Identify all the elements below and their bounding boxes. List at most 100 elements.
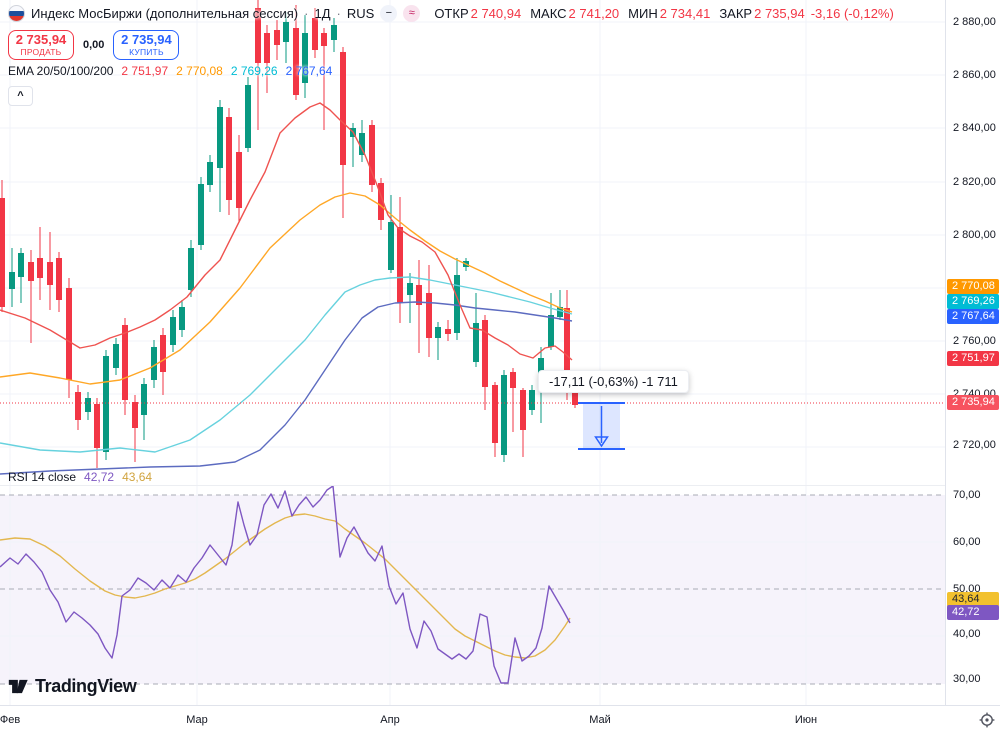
- candle-body: [454, 275, 460, 333]
- candle-body: [378, 183, 384, 220]
- ohlc-item: МИН 2 734,41: [628, 6, 710, 21]
- candle-body: [0, 198, 5, 307]
- ema-legend-title: EMA 20/50/100/200: [8, 64, 114, 78]
- candle-body: [564, 308, 570, 380]
- candle-body: [435, 327, 441, 338]
- candle-body: [321, 33, 327, 46]
- candle-body: [66, 288, 72, 380]
- candle-body: [548, 315, 554, 347]
- candle-body: [132, 402, 138, 428]
- time-axis[interactable]: Фев Мар Апр Май Июн: [0, 705, 1000, 734]
- measure-tooltip: -17,11 (-0,63%) -1 711: [538, 370, 689, 393]
- candle-body: [397, 227, 403, 303]
- title-separator: ·: [304, 6, 309, 21]
- price-tick: 2 860,00: [953, 69, 996, 81]
- candle-body: [501, 375, 507, 455]
- price-axis[interactable]: 2 880,00 2 860,00 2 840,00 2 820,00 2 800,00…: [945, 0, 1000, 705]
- ema-legend-value: 2 751,97: [121, 64, 169, 78]
- candle-body: [188, 248, 194, 290]
- candle-body: [28, 262, 34, 281]
- price-tick: 2 840,00: [953, 122, 996, 134]
- symbol-title[interactable]: Индекс МосБиржи (дополнительная сессия): [31, 6, 299, 21]
- rsi-legend[interactable]: RSI 14 close 42,72 43,64: [8, 470, 152, 484]
- candle-body: [56, 258, 62, 300]
- price-tick: 40,00: [953, 628, 981, 640]
- interval-button[interactable]: 1Д: [314, 6, 331, 21]
- buy-label: КУПИТЬ: [129, 47, 164, 57]
- candle-body: [207, 162, 213, 185]
- month-label: Фев: [0, 714, 21, 726]
- candle-body: [283, 22, 289, 42]
- minus-circle-button[interactable]: −: [380, 5, 398, 22]
- rsi-pane[interactable]: [0, 485, 945, 705]
- candle-body: [473, 323, 479, 362]
- sell-label: ПРОДАТЬ: [20, 47, 62, 57]
- candle-body: [103, 356, 109, 452]
- candle-body: [369, 125, 375, 185]
- month-label: Мар: [186, 714, 208, 726]
- candle-body: [426, 293, 432, 338]
- candle-body: [198, 184, 204, 245]
- candle-body: [274, 30, 280, 45]
- rsi-ma-line: [0, 513, 571, 659]
- candle-body: [94, 404, 100, 448]
- candle-body: [18, 253, 24, 277]
- sell-price: 2 735,94: [15, 32, 67, 47]
- candle-body: [122, 325, 128, 400]
- ema-legend-value: 2 769,26: [230, 64, 278, 78]
- candle-body: [245, 85, 251, 148]
- rsi-line: [0, 485, 571, 684]
- ema100-line: [0, 276, 573, 453]
- month-label: Май: [589, 714, 611, 726]
- rsi-legend-value: 42,72: [84, 470, 115, 484]
- ema-legend-value: 2 767,64: [285, 64, 333, 78]
- ohlc-label: МАКС: [530, 6, 567, 21]
- candle-body: [37, 258, 43, 278]
- month-label: Июн: [794, 714, 818, 726]
- price-label-tag: 2 770,08: [947, 279, 999, 294]
- price-tick: 60,00: [953, 536, 981, 548]
- price-label-tag: 2 767,64: [947, 309, 999, 324]
- russia-flag-icon: [8, 5, 25, 22]
- candle-body: [557, 307, 563, 317]
- sell-button[interactable]: 2 735,94 ПРОДАТЬ: [8, 30, 74, 60]
- buy-button[interactable]: 2 735,94 КУПИТЬ: [113, 30, 180, 60]
- ohlc-group: ОТКР 2 740,94 МАКС 2 741,20 МИН 2 734,41 ЗАКР 2…: [434, 6, 804, 21]
- tradingview-logo-text: TradingView: [35, 676, 137, 696]
- candle-body: [520, 390, 526, 430]
- price-label-tag: 2 751,97: [947, 351, 999, 366]
- candle-body: [179, 307, 185, 330]
- ohlc-item: ЗАКР 2 735,94: [719, 6, 804, 21]
- ema-legend[interactable]: EMA 20/50/100/200 2 751,97 2 770,08 2 769,…: [8, 64, 332, 78]
- change-value: -3,16 (-0,12%): [810, 6, 894, 21]
- ohlc-label: ЗАКР: [719, 6, 753, 21]
- buy-price: 2 735,94: [121, 32, 172, 47]
- candle-body: [75, 392, 81, 420]
- candle-body: [47, 262, 53, 285]
- ohlc-label: ОТКР: [434, 6, 469, 21]
- price-chart-pane[interactable]: [0, 0, 945, 485]
- candle-body: [529, 390, 535, 410]
- candle-body: [160, 335, 166, 372]
- rsi-legend-value: 43,64: [122, 470, 153, 484]
- axis-settings-gear-icon[interactable]: [979, 712, 995, 728]
- candle-body: [302, 33, 308, 83]
- candle-body: [388, 222, 394, 270]
- exchange-label: RUS: [346, 6, 375, 21]
- tradingview-logo[interactable]: TradingView: [8, 675, 137, 698]
- approx-circle-button[interactable]: ≈: [403, 5, 421, 22]
- pane-divider[interactable]: [0, 485, 945, 486]
- collapse-legend-button[interactable]: ^: [8, 86, 33, 106]
- candle-body: [359, 133, 365, 155]
- ohlc-item: ОТКР 2 740,94: [434, 6, 521, 21]
- price-tick: 2 760,00: [953, 335, 996, 347]
- price-label-tag: 43,64: [947, 592, 999, 607]
- candle-body: [113, 344, 119, 368]
- candle-body: [217, 107, 223, 168]
- ema-legend-value: 2 770,08: [176, 64, 223, 78]
- ema20-line: [0, 102, 573, 361]
- candle-body: [226, 117, 232, 200]
- price-label-tag: 2 769,26: [947, 294, 999, 309]
- candle-body: [331, 25, 337, 40]
